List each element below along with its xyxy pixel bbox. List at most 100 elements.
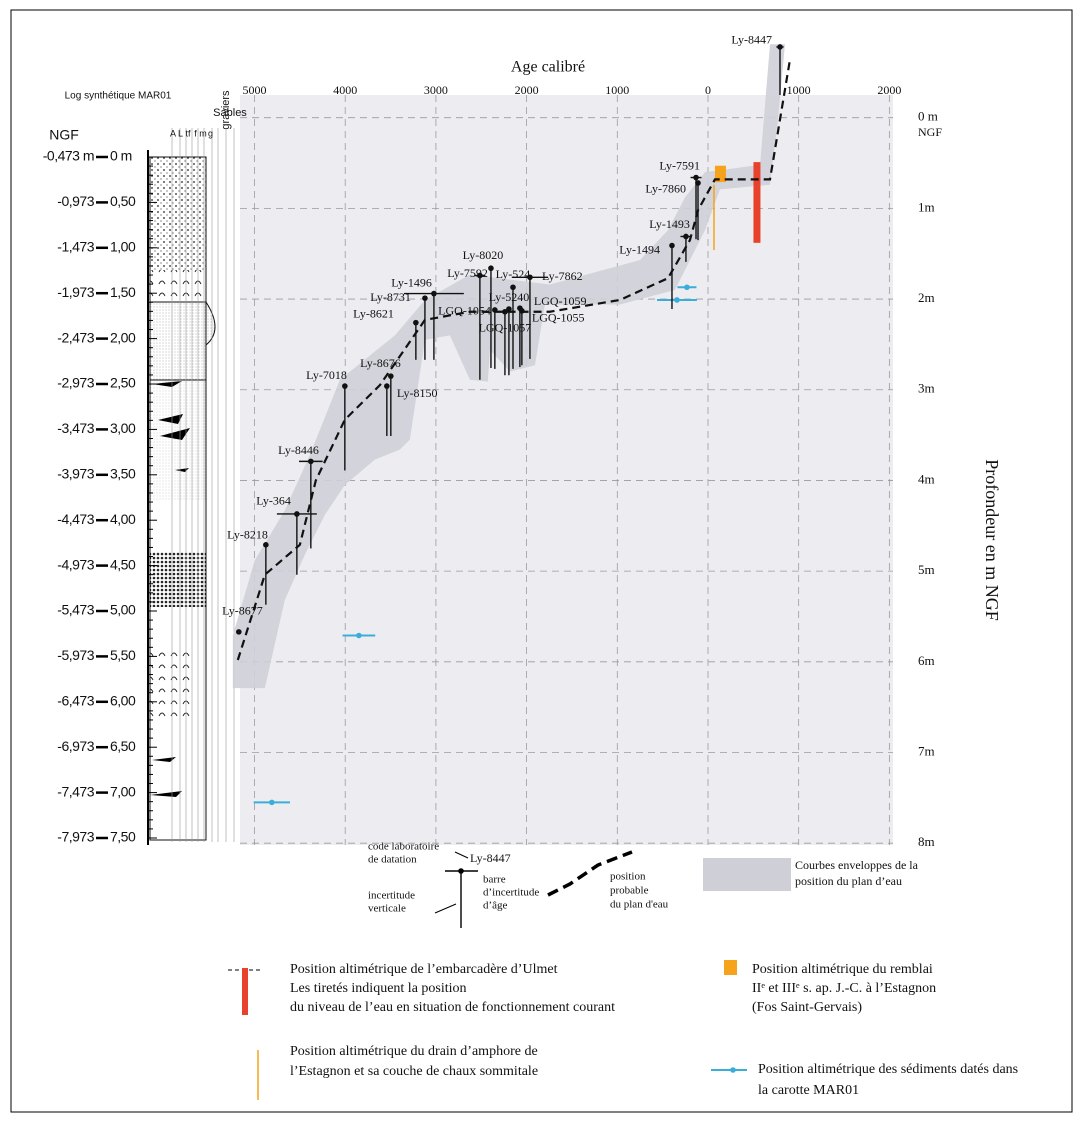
ngf-label: -5,473	[57, 602, 94, 618]
log-column-label: f	[194, 128, 197, 138]
log-column-label: tf	[185, 128, 191, 138]
log-tick-label: 2,00	[110, 329, 136, 345]
sample-label: Ly-7862	[542, 269, 583, 283]
x-tick-label: 2000	[515, 83, 539, 97]
log-column-label: A	[170, 128, 176, 138]
y-tick-label: 3m	[918, 381, 935, 396]
legend-text: la carotte MAR01	[758, 1083, 859, 1098]
log-tick-label: 1,00	[110, 239, 136, 255]
sample-point	[263, 542, 269, 548]
sample-point	[693, 174, 699, 181]
sample-point	[669, 242, 675, 249]
log-tick-label: 3,50	[110, 466, 136, 482]
legend-text: l’Estagnon et sa couche de chaux sommita…	[290, 1064, 538, 1079]
water-level-line	[236, 59, 792, 661]
sediment-point	[356, 632, 362, 639]
ngf-label: -3,973	[57, 466, 94, 482]
y-tick-label: 4m	[918, 471, 935, 486]
x-tick-label: 0	[705, 83, 711, 97]
silt-layer	[150, 380, 206, 500]
sample-label: Ly-8218	[227, 528, 268, 542]
log-title: Log synthétique MAR01	[65, 91, 172, 102]
legend-remblai-swatch	[724, 960, 737, 975]
x-tick-label: 5000	[243, 83, 267, 97]
sample-label: LGQ-1057	[479, 320, 532, 334]
sample-label: Ly-8731	[370, 290, 411, 304]
sample-point	[492, 307, 498, 313]
sample-point	[502, 308, 508, 315]
y-axis-title: Profondeur en m NGF	[982, 459, 1002, 620]
legend-water-glyph	[547, 850, 633, 897]
sample-label: Ly-364	[256, 494, 291, 508]
legend-glyph	[458, 868, 464, 874]
sample-point	[510, 284, 516, 291]
log-tick-label: 7,50	[110, 829, 136, 845]
sample-point	[413, 319, 419, 326]
legend-text: Position altimétrique du drain d’amphore…	[290, 1044, 538, 1059]
x-tick-label: 4000	[333, 83, 357, 97]
log-tick-label: 1,50	[110, 284, 136, 300]
sample-label: Ly-8150	[397, 386, 438, 400]
log-tick-label: 5,00	[110, 602, 136, 618]
x-tick-label: 3000	[424, 83, 448, 97]
fine-sand-layer	[149, 301, 216, 381]
log-column-label: L	[178, 128, 183, 138]
sample-label: Ly-8446	[278, 443, 319, 457]
x-tick-label: 1000	[605, 83, 629, 97]
sample-point	[506, 306, 512, 312]
log-tick-label: 2,50	[110, 375, 136, 391]
y-tick-label: 0 m	[918, 109, 938, 124]
log-axis-title: NGF	[49, 127, 79, 143]
ngf-label: -5,973	[57, 647, 94, 663]
log-tick-label: 3,00	[110, 420, 136, 436]
ngf-label: -7,473	[57, 783, 94, 799]
ngf-label: -2,973	[57, 375, 94, 391]
y-tick-label: 6m	[918, 653, 935, 668]
sample-label: Ly-8020	[463, 248, 504, 262]
sand-label: Sables	[213, 107, 247, 119]
legend-text: position	[610, 871, 646, 883]
sample-label: Ly-7018	[306, 368, 347, 382]
sample-point	[431, 290, 437, 297]
y-tick-label: 7m	[918, 743, 935, 758]
x-axis-title: Age calibré	[511, 59, 585, 76]
sample-point	[777, 44, 783, 50]
sediment-point	[684, 284, 690, 291]
legend-text: (Fos Saint-Gervais)	[752, 1000, 862, 1015]
legend-embarcadere-swatch	[242, 968, 248, 1015]
legend-text: Les tiretés indiquent la position	[290, 981, 467, 996]
ngf-label: -6,473	[57, 693, 94, 709]
sample-point	[519, 308, 525, 314]
sample-label: Ly-8677	[222, 604, 263, 618]
legend-text: d’âge	[483, 900, 508, 912]
y-tick-label: 5m	[918, 562, 935, 577]
gravel-label: graviers	[220, 90, 232, 130]
legend-envelope-swatch	[703, 858, 791, 891]
embarcadere-bar	[753, 162, 761, 243]
legend-glyph	[454, 851, 469, 859]
sample-point	[388, 373, 394, 379]
legend-text: position du plan d’eau	[795, 874, 902, 888]
legend-text: de datation	[368, 854, 417, 866]
ngf-label: -4,973	[57, 556, 94, 572]
x-tick-label: 1000	[787, 83, 811, 97]
sample-point	[384, 383, 390, 389]
sample-label: Ly-7592	[447, 266, 488, 280]
sample-label: Ly-1494	[619, 242, 660, 256]
sample-label: Ly-8676	[360, 356, 401, 370]
legend-text: Position altimétrique de l’embarcadère d…	[290, 962, 558, 977]
ngf-label: -6,973	[57, 738, 94, 754]
legend-sediment-swatch	[730, 1067, 736, 1073]
sample-label: LGQ-1059	[534, 294, 587, 308]
legend-text: IIᵉ et IIIᵉ s. ap. J.-C. à l’Estagnon	[752, 981, 936, 996]
sample-label: LGQ-1054	[438, 304, 491, 318]
log-tick-label: 4,50	[110, 556, 136, 572]
sample-label: Ly-524	[496, 267, 531, 281]
sample-point	[683, 233, 689, 240]
sand-layer	[150, 157, 206, 270]
legend-text: incertitude	[368, 890, 415, 902]
y-tick-label: 8m	[918, 834, 935, 849]
log-column	[149, 156, 216, 841]
legend-text: du niveau de l’eau en situation de fonct…	[290, 1000, 615, 1015]
sample-point	[488, 265, 494, 272]
